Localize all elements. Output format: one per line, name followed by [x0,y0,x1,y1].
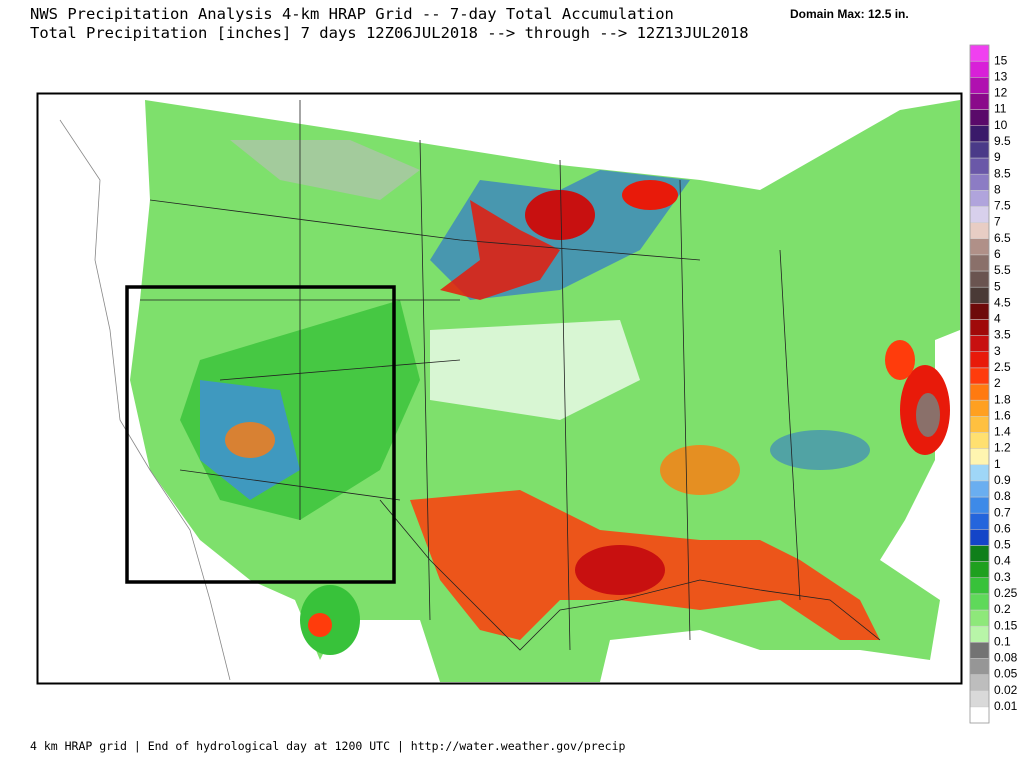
legend-label: 0.2 [994,602,1011,616]
legend-swatch [969,270,990,288]
legend-swatch [969,496,990,514]
legend-label: 2.5 [994,360,1011,374]
map-frame [36,92,963,685]
legend-label: 0.15 [994,618,1018,632]
legend-label: 2 [994,376,1001,390]
legend-swatch [969,222,990,239]
legend-swatch [969,432,990,449]
legend-label: 0.5 [994,538,1011,552]
legend-label: 10 [994,118,1008,132]
legend-label: 15 [994,53,1008,67]
legend-swatch [969,480,990,498]
legend-label: 3.5 [994,328,1011,342]
subtitle: Total Precipitation [inches] 7 days 12Z0… [30,24,749,42]
legend-swatch [969,464,990,482]
legend-swatch [969,706,990,724]
legend-label: 0.6 [994,521,1011,535]
legend-swatch [969,529,990,546]
legend-swatch [969,157,990,175]
legend-swatch [969,303,990,320]
legend-swatch [969,561,990,578]
legend-swatch [969,577,990,595]
legend-label: 12 [994,86,1008,100]
legend-label: 8 [994,182,1001,196]
legend-label: 11 [994,102,1007,116]
legend-swatch [969,190,990,207]
legend-swatch [969,141,990,159]
legend-frame [969,44,990,724]
legend-swatch [969,367,990,385]
legend-label: 1.6 [994,408,1011,422]
legend-swatch [969,593,990,611]
legend-label: 0.1 [994,634,1011,648]
legend-swatch [969,109,990,126]
legend-label: 5.5 [994,263,1011,277]
legend-swatch [969,173,990,191]
legend-label: 6.5 [994,231,1011,245]
legend-label: 0.3 [994,570,1011,584]
legend-swatch [969,60,990,78]
legend-label: 0.05 [994,667,1018,681]
map [36,92,963,685]
legend-label: 7 [994,215,1001,229]
legend-swatch [969,690,990,708]
legend-swatch [969,44,990,62]
legend-swatch [969,238,990,256]
legend-swatch [969,206,990,223]
legend-swatch [969,416,990,433]
legend-swatch [969,448,990,465]
legend-label: 5 [994,279,1001,293]
legend-label: 0.4 [994,554,1011,568]
legend-label: 4 [994,312,1001,326]
legend-swatch [969,625,990,643]
highlight-box [125,285,396,584]
domain-max: Domain Max: 12.5 in. [790,7,909,21]
title: NWS Precipitation Analysis 4-km HRAP Gri… [30,5,674,23]
legend-swatch [969,642,990,659]
legend-label: 0.8 [994,489,1011,503]
legend-swatch [969,512,990,530]
legend-swatch [969,351,990,369]
legend-label: 0.25 [994,586,1018,600]
legend-label: 4.5 [994,295,1011,309]
legend-swatch [969,77,990,94]
legend-label: 0.01 [994,699,1018,713]
legend-swatch [969,383,990,401]
legend-label: 1 [994,457,1001,471]
legend-label: 0.7 [994,505,1011,519]
legend-swatch [969,335,990,352]
legend-swatch [969,674,990,691]
legend-label: 0.08 [994,651,1018,665]
legend-label: 0.02 [994,683,1018,697]
legend-label: 8.5 [994,166,1011,180]
legend-label: 13 [994,69,1008,83]
legend-label: 3 [994,344,1001,358]
legend-swatch [969,93,990,110]
legend-label: 6 [994,247,1001,261]
legend-label: 1.2 [994,441,1011,455]
legend-label: 9.5 [994,134,1011,148]
legend-label: 9 [994,150,1001,164]
legend-swatch [969,254,990,272]
legend-swatch [969,319,990,336]
legend-swatch [969,609,990,627]
legend-label: 1.4 [994,425,1011,439]
legend-swatch [969,125,990,143]
legend-label: 0.9 [994,473,1011,487]
legend-swatch [969,286,990,304]
legend-swatch [969,399,990,417]
legend-swatch [969,545,990,562]
footer: 4 km HRAP grid | End of hydrological day… [30,739,626,753]
legend-label: 1.8 [994,392,1011,406]
precip-field [59,100,960,682]
legend: 0.01 0.02 0.05 0.08 0.1 0.15 0.2 0.25 0.3 0.4 0.5 0… [969,44,1018,724]
legend-label: 7.5 [994,199,1011,213]
legend-swatch [969,658,990,675]
